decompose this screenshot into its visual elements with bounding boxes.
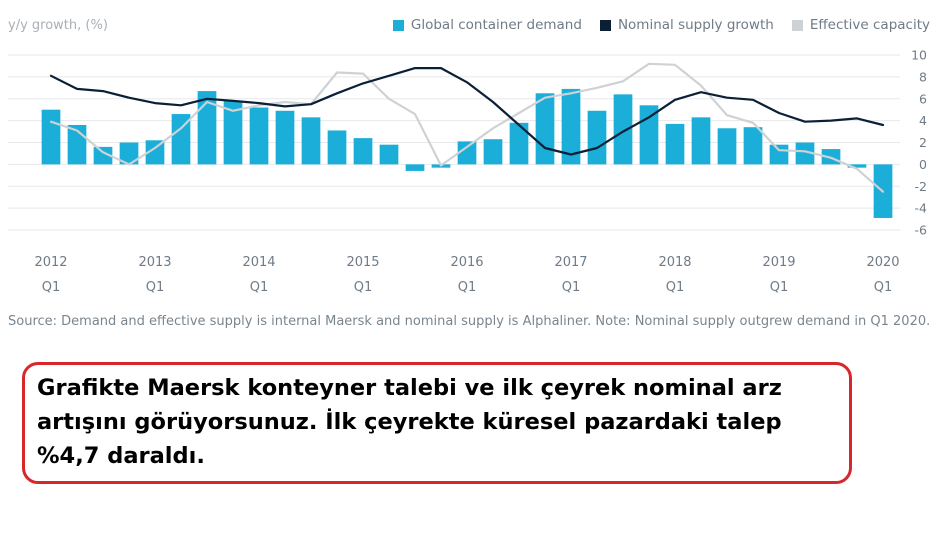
y-tick-label: 6 <box>919 91 927 106</box>
bar <box>197 91 217 165</box>
bar <box>145 140 165 165</box>
bar <box>665 123 685 165</box>
bar <box>795 142 815 165</box>
bar <box>327 130 347 165</box>
bar <box>301 117 321 165</box>
x-tick-year: 2019 <box>762 255 795 270</box>
bar <box>223 100 243 165</box>
y-axis-label: y/y growth, (%) <box>8 18 108 33</box>
legend-swatch-demand <box>392 19 404 31</box>
x-tick-quarter: Q1 <box>562 280 581 295</box>
bar <box>119 142 139 165</box>
legend-item-effective-capacity: Effective capacity <box>791 17 930 33</box>
bar <box>587 110 607 165</box>
y-tick-label: -4 <box>915 201 928 216</box>
series-line <box>49 66 885 156</box>
bar <box>93 146 113 165</box>
bar <box>509 122 529 165</box>
bar <box>743 127 763 165</box>
bar <box>353 138 373 165</box>
legend-label-demand: Global container demand <box>410 17 582 33</box>
x-tick-quarter: Q1 <box>146 280 165 295</box>
x-tick-quarter: Q1 <box>666 280 685 295</box>
chart-legend: Global container demand Nominal supply g… <box>392 17 930 33</box>
bar <box>483 139 503 165</box>
y-tick-label: 10 <box>911 48 927 63</box>
x-tick-year: 2017 <box>554 255 587 270</box>
bar <box>379 144 399 165</box>
x-tick-year: 2014 <box>242 255 275 270</box>
callout-text: Grafikte Maersk konteyner talebi ve ilk … <box>37 375 782 469</box>
x-tick-quarter: Q1 <box>250 280 269 295</box>
x-tick-year: 2016 <box>450 255 483 270</box>
bar <box>769 144 789 165</box>
legend-item-nominal-supply: Nominal supply growth <box>599 17 774 33</box>
legend-item-demand: Global container demand <box>392 17 582 33</box>
bar <box>405 164 425 171</box>
x-tick-quarter: Q1 <box>42 280 61 295</box>
series-line <box>49 62 885 193</box>
bar <box>249 107 269 165</box>
bar <box>275 110 295 165</box>
bar <box>717 128 737 165</box>
bar <box>561 88 581 165</box>
source-note: Source: Demand and effective supply is i… <box>8 314 931 329</box>
x-tick-year: 2012 <box>34 255 67 270</box>
bar <box>847 164 867 168</box>
x-tick-quarter: Q1 <box>458 280 477 295</box>
bar <box>171 114 191 165</box>
y-tick-label: 0 <box>919 157 927 172</box>
y-tick-label: -6 <box>915 223 928 238</box>
legend-label-effective-capacity: Effective capacity <box>809 17 930 33</box>
x-tick-quarter: Q1 <box>770 280 789 295</box>
y-tick-label: 8 <box>919 69 927 84</box>
x-tick-year: 2018 <box>658 255 691 270</box>
y-tick-label: 2 <box>919 135 927 150</box>
x-tick-year: 2015 <box>346 255 379 270</box>
callout-box: Grafikte Maersk konteyner talebi ve ilk … <box>22 362 852 484</box>
bar <box>41 109 61 165</box>
x-tick-year: 2013 <box>138 255 171 270</box>
legend-swatch-effective-capacity <box>791 19 803 31</box>
x-tick-year: 2020 <box>866 255 899 270</box>
bar <box>613 94 633 165</box>
legend-label-nominal-supply: Nominal supply growth <box>617 17 774 33</box>
y-tick-label: 4 <box>919 113 927 128</box>
bar <box>457 141 477 165</box>
bar <box>691 117 711 165</box>
bar <box>535 93 555 165</box>
x-tick-quarter: Q1 <box>874 280 893 295</box>
y-tick-label: -2 <box>915 179 927 194</box>
x-tick-quarter: Q1 <box>354 280 373 295</box>
legend-swatch-nominal-supply <box>599 19 611 31</box>
